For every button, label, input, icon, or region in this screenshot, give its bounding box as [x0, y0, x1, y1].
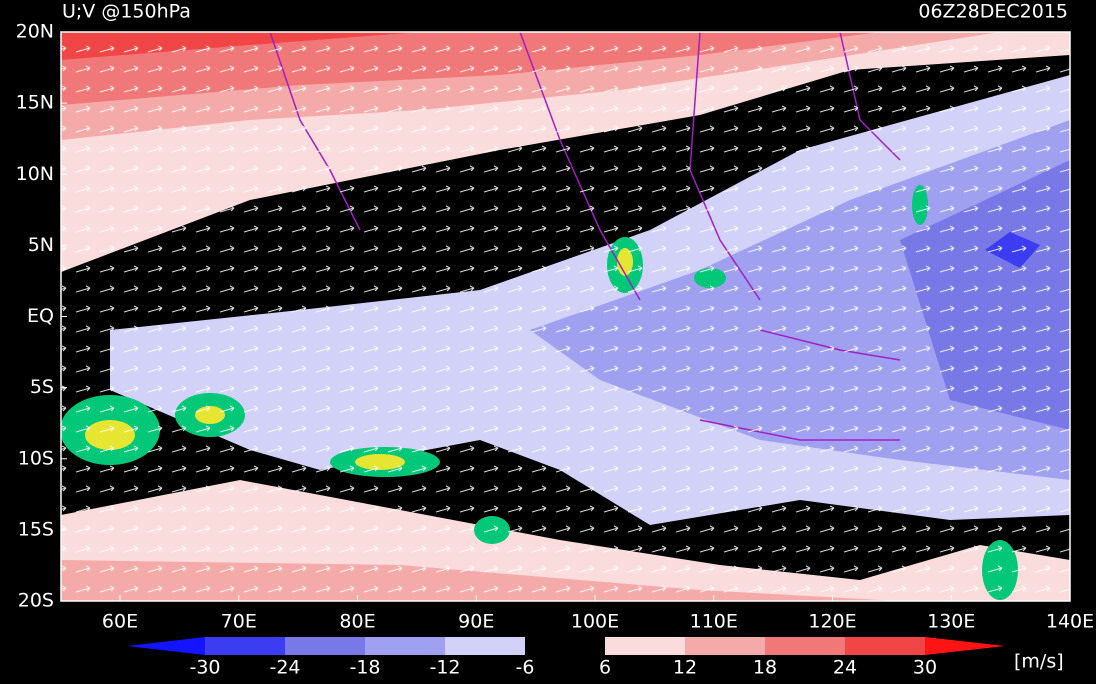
colorbar-arrow	[127, 637, 205, 655]
colorbar-label: -18	[349, 657, 380, 679]
lon-label: 90E	[458, 611, 494, 633]
colorbar-label: 6	[599, 657, 611, 679]
colorbar-label: -6	[516, 657, 535, 679]
colorbar-segment	[445, 637, 525, 655]
colorbar-label: 24	[833, 657, 857, 679]
lat-label: 10S	[18, 447, 54, 469]
lat-label: EQ	[27, 305, 54, 327]
wind-field	[61, 32, 1070, 601]
lon-label: 80E	[339, 611, 375, 633]
colorbar-segment	[285, 637, 365, 655]
lon-label: 130E	[927, 611, 975, 633]
lat-label: 10N	[16, 163, 54, 185]
lat-label: 5S	[30, 376, 54, 398]
colorbar-label: -30	[189, 657, 220, 679]
colorbar-arrow	[925, 637, 1005, 655]
colorbar-label: -12	[429, 657, 460, 679]
lat-label: 20N	[16, 21, 54, 43]
title: U;V @150hPa	[62, 1, 191, 23]
lon-label: 60E	[102, 611, 138, 633]
valid-time: 06Z28DEC2015	[918, 1, 1068, 23]
colorbar-segment	[205, 637, 285, 655]
lat-label: 15S	[18, 518, 54, 540]
lon-label: 70E	[221, 611, 257, 633]
colorbar-segment	[365, 637, 445, 655]
colorbar-segment	[685, 637, 765, 655]
lat-label: 15N	[16, 92, 54, 114]
lon-label: 100E	[571, 611, 619, 633]
lat-label: 5N	[28, 234, 54, 256]
lon-label: 140E	[1046, 611, 1094, 633]
colorbar-segment	[845, 637, 925, 655]
colorbar-segment	[525, 637, 605, 655]
lon-label: 120E	[808, 611, 856, 633]
colorbar-segment	[765, 637, 845, 655]
colorbar-label: 30	[913, 657, 937, 679]
colorbar-segment	[605, 637, 685, 655]
lat-label: 20S	[18, 590, 54, 612]
colorbar-label: 12	[673, 657, 697, 679]
colorbar-unit: [m/s]	[1014, 651, 1064, 673]
colorbar-label: -24	[269, 657, 300, 679]
colorbar-label: 18	[753, 657, 777, 679]
lon-label: 110E	[690, 611, 738, 633]
